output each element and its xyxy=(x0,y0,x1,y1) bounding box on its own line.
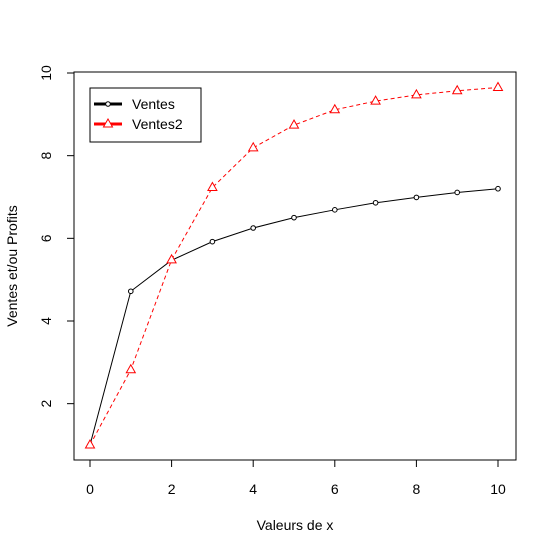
plot-series xyxy=(84,81,504,449)
y-axis-label: Ventes et/ou Profits xyxy=(4,205,20,326)
y-tick-label: 2 xyxy=(38,400,54,408)
legend: Ventes Ventes2 xyxy=(89,87,202,143)
data-point-ventes2 xyxy=(411,88,422,99)
data-point-ventes xyxy=(250,225,256,231)
y-tick-label: 8 xyxy=(38,152,54,160)
legend-label-ventes2: Ventes2 xyxy=(132,116,183,132)
data-point-ventes xyxy=(372,199,379,206)
data-point-ventes xyxy=(209,238,216,245)
data-point-ventes xyxy=(454,189,461,196)
data-point-ventes xyxy=(413,194,420,201)
x-tick-label: 10 xyxy=(490,481,506,497)
y-tick-label: 4 xyxy=(38,317,54,325)
data-point-ventes2 xyxy=(125,363,137,374)
legend-label-ventes: Ventes xyxy=(132,96,175,112)
legend-marker-ventes2 xyxy=(102,117,114,128)
x-axis-label: Valeurs de x xyxy=(257,517,334,533)
y-tick-label: 10 xyxy=(38,65,54,81)
data-point-ventes xyxy=(128,288,134,295)
x-tick-label: 4 xyxy=(249,481,257,497)
data-point-ventes xyxy=(332,207,338,213)
legend-box xyxy=(89,87,202,143)
x-tick-label: 2 xyxy=(168,481,176,497)
data-point-ventes2 xyxy=(329,103,341,114)
data-point-ventes2 xyxy=(370,95,381,105)
data-point-ventes2 xyxy=(84,438,96,449)
y-tick-label: 6 xyxy=(38,234,54,242)
data-point-ventes xyxy=(291,214,297,221)
data-point-ventes xyxy=(495,185,501,192)
x-tick-label: 8 xyxy=(413,481,421,497)
plot-frame xyxy=(73,71,517,461)
data-point-ventes2 xyxy=(288,119,300,129)
data-point-ventes2 xyxy=(166,253,177,264)
series-line-ventes2 xyxy=(89,86,499,446)
data-point-ventes2 xyxy=(492,81,504,91)
data-point-ventes2 xyxy=(451,84,463,95)
data-point-ventes2 xyxy=(247,141,259,152)
legend-marker-ventes xyxy=(105,101,111,107)
x-tick-label: 0 xyxy=(86,481,94,497)
data-point-ventes2 xyxy=(207,181,218,191)
x-tick-label: 6 xyxy=(331,481,339,497)
